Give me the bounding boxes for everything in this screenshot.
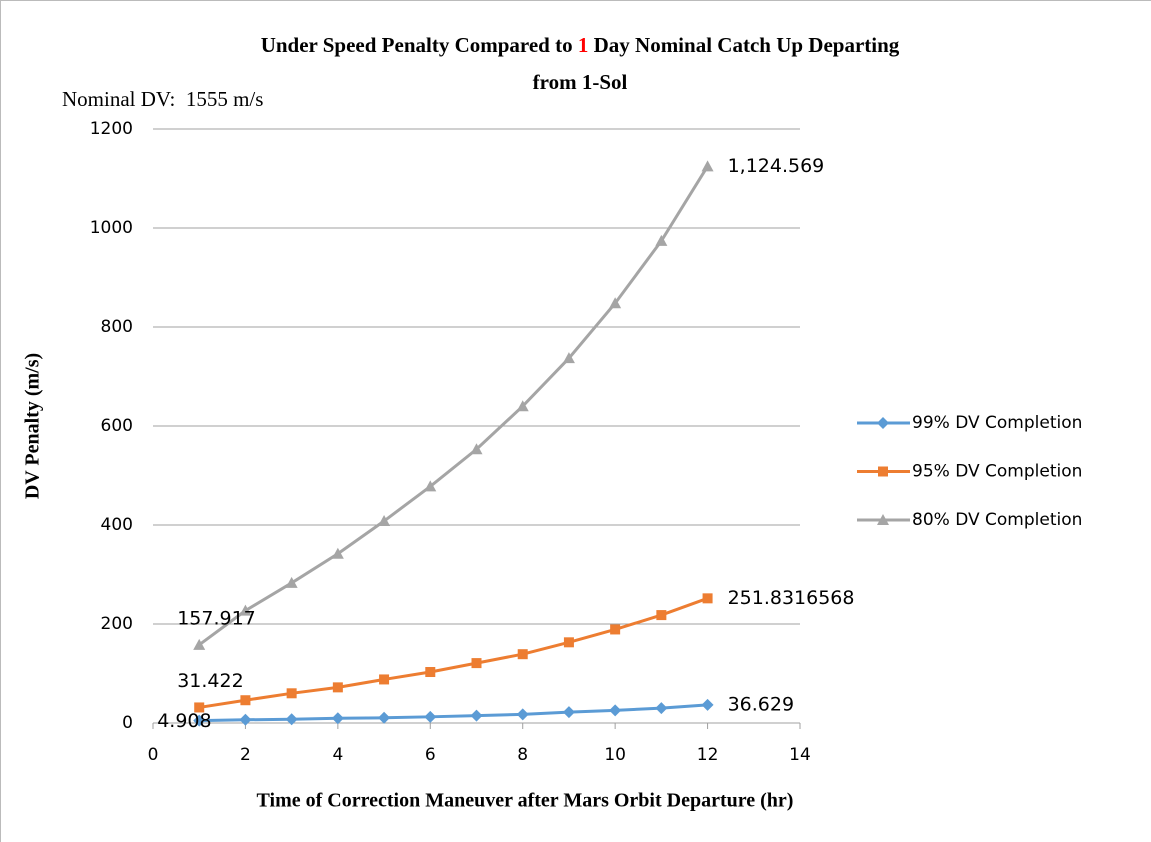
- data-label: 31.422: [177, 670, 243, 692]
- marker: [655, 234, 668, 246]
- marker: [878, 466, 888, 477]
- y-tick-label: 200: [101, 614, 133, 634]
- data-label: 157.917: [177, 607, 256, 629]
- marker: [194, 702, 205, 713]
- marker: [609, 297, 622, 309]
- marker: [609, 704, 622, 717]
- x-tick-label: 6: [425, 745, 436, 765]
- marker: [193, 714, 206, 727]
- marker: [562, 352, 575, 364]
- x-tick-label: 0: [148, 745, 159, 765]
- marker: [610, 624, 621, 635]
- marker: [877, 417, 889, 429]
- marker: [701, 160, 714, 172]
- title-part: 1: [578, 33, 589, 57]
- marker: [470, 709, 483, 722]
- x-tick-label: 4: [332, 745, 343, 765]
- title-part: Under Speed Penalty Compared to: [261, 33, 578, 57]
- x-tick-label: 10: [604, 745, 626, 765]
- data-label: 251.8316568: [728, 587, 855, 609]
- marker: [239, 713, 252, 726]
- title-part: from 1-Sol: [533, 70, 628, 94]
- marker: [516, 400, 529, 412]
- data-label: 4.908: [157, 710, 211, 732]
- marker: [332, 682, 343, 693]
- marker: [562, 706, 575, 719]
- x-tick-label: 8: [517, 745, 528, 765]
- marker: [378, 515, 391, 527]
- y-tick-label: 400: [101, 515, 133, 535]
- y-tick-label: 800: [101, 317, 133, 337]
- series-line: [198, 596, 709, 709]
- marker: [702, 593, 713, 604]
- marker: [517, 649, 528, 660]
- legend-label: 80% DV Completion: [912, 510, 1082, 530]
- marker: [425, 667, 436, 678]
- y-tick-label: 1200: [90, 119, 133, 139]
- marker: [240, 695, 251, 706]
- marker: [331, 712, 344, 725]
- series-line: [198, 165, 709, 647]
- title-part: Day Nominal Catch Up Departing: [588, 33, 899, 57]
- series-line: [199, 703, 708, 723]
- marker: [470, 443, 483, 455]
- marker: [378, 711, 391, 724]
- x-tick-label: 2: [240, 745, 251, 765]
- marker: [193, 638, 206, 650]
- marker: [239, 604, 252, 616]
- marker: [656, 610, 667, 621]
- x-axis-title: Time of Correction Maneuver after Mars O…: [257, 790, 794, 812]
- marker: [471, 658, 482, 669]
- marker: [285, 576, 298, 588]
- y-tick-label: 1000: [90, 218, 133, 238]
- legend-label: 95% DV Completion: [912, 462, 1082, 482]
- marker: [877, 514, 889, 525]
- chart-title: from 1-Sol: [533, 70, 628, 94]
- marker: [701, 698, 714, 711]
- annotation: Nominal DV: 1555 m/s: [62, 87, 263, 111]
- y-tick-label: 600: [101, 416, 133, 436]
- marker: [286, 688, 297, 699]
- marker: [424, 710, 437, 723]
- x-tick-label: 14: [789, 745, 811, 765]
- chart-title: Under Speed Penalty Compared to 1 Day No…: [261, 33, 900, 57]
- y-tick-label: 0: [122, 713, 133, 733]
- x-tick-label: 12: [697, 745, 719, 765]
- marker: [563, 637, 574, 648]
- y-axis-title: DV Penalty (m/s): [22, 353, 44, 499]
- marker: [424, 480, 437, 492]
- data-label: 1,124.569: [728, 155, 825, 177]
- marker: [516, 708, 529, 721]
- marker: [331, 547, 344, 559]
- marker: [379, 674, 390, 685]
- marker: [655, 702, 668, 715]
- legend-label: 99% DV Completion: [912, 413, 1082, 433]
- data-label: 36.629: [728, 693, 794, 715]
- marker: [285, 713, 298, 726]
